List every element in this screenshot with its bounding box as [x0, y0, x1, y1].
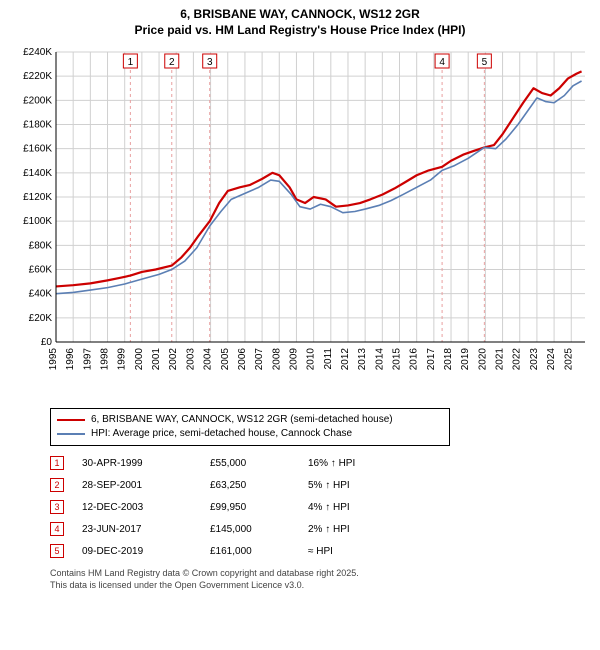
svg-text:2009: 2009 [288, 348, 299, 371]
sale-price: £63,250 [210, 480, 290, 491]
svg-text:2017: 2017 [426, 348, 437, 371]
svg-text:5: 5 [482, 57, 488, 68]
title-block: 6, BRISBANE WAY, CANNOCK, WS12 2GR Price… [10, 6, 590, 38]
svg-text:2015: 2015 [392, 348, 403, 371]
sale-diff: 2% ↑ HPI [308, 524, 398, 535]
svg-text:£20K: £20K [29, 313, 53, 324]
svg-text:2016: 2016 [409, 348, 420, 371]
sale-row: 1 30-APR-1999 £55,000 16% ↑ HPI [50, 452, 590, 474]
sale-date: 30-APR-1999 [82, 458, 192, 469]
svg-text:£200K: £200K [23, 96, 52, 107]
svg-text:1995: 1995 [48, 348, 59, 371]
svg-text:2006: 2006 [237, 348, 248, 371]
sale-price: £99,950 [210, 502, 290, 513]
legend-row: HPI: Average price, semi-detached house,… [57, 427, 443, 441]
sale-diff: 5% ↑ HPI [308, 480, 398, 491]
chart-svg: £0 £20K £40K £60K £80K £100K £120K £140K £160K £1… [10, 42, 590, 402]
sale-row: 3 12-DEC-2003 £99,950 4% ↑ HPI [50, 496, 590, 518]
svg-text:£160K: £160K [23, 144, 52, 155]
sale-marker: 1 [50, 456, 64, 470]
chart: £0 £20K £40K £60K £80K £100K £120K £140K £160K £1… [10, 42, 590, 402]
svg-text:1996: 1996 [65, 348, 76, 371]
sale-marker: 2 [50, 478, 64, 492]
svg-text:2012: 2012 [340, 348, 351, 371]
page-root: 6, BRISBANE WAY, CANNOCK, WS12 2GR Price… [0, 0, 600, 598]
sale-date: 23-JUN-2017 [82, 524, 192, 535]
sale-date: 28-SEP-2001 [82, 480, 192, 491]
sale-row: 2 28-SEP-2001 £63,250 5% ↑ HPI [50, 474, 590, 496]
legend-label: 6, BRISBANE WAY, CANNOCK, WS12 2GR (semi… [91, 413, 393, 427]
svg-text:2: 2 [169, 57, 175, 68]
svg-text:1998: 1998 [100, 348, 111, 371]
svg-text:2011: 2011 [323, 348, 334, 370]
svg-text:2025: 2025 [563, 348, 574, 371]
svg-text:£80K: £80K [29, 241, 53, 252]
svg-text:2007: 2007 [254, 348, 265, 371]
svg-text:2001: 2001 [151, 348, 162, 371]
svg-text:2024: 2024 [546, 348, 557, 371]
legend-swatch [57, 433, 85, 435]
svg-text:2013: 2013 [357, 348, 368, 371]
svg-text:2005: 2005 [220, 348, 231, 371]
legend: 6, BRISBANE WAY, CANNOCK, WS12 2GR (semi… [50, 408, 450, 446]
svg-text:4: 4 [439, 57, 445, 68]
sale-date: 12-DEC-2003 [82, 502, 192, 513]
svg-text:2022: 2022 [512, 348, 523, 371]
svg-text:£0: £0 [41, 337, 53, 348]
sale-marker: 4 [50, 522, 64, 536]
title-line-1: 6, BRISBANE WAY, CANNOCK, WS12 2GR [10, 6, 590, 22]
footnote: Contains HM Land Registry data © Crown c… [50, 568, 590, 591]
sale-row: 5 09-DEC-2019 £161,000 ≈ HPI [50, 540, 590, 562]
title-line-2: Price paid vs. HM Land Registry's House … [10, 22, 590, 38]
svg-text:£140K: £140K [23, 168, 52, 179]
svg-text:1: 1 [128, 57, 134, 68]
footnote-line-1: Contains HM Land Registry data © Crown c… [50, 568, 590, 580]
sale-row: 4 23-JUN-2017 £145,000 2% ↑ HPI [50, 518, 590, 540]
svg-text:3: 3 [207, 57, 213, 68]
svg-text:2014: 2014 [374, 348, 385, 371]
svg-text:£240K: £240K [23, 47, 52, 58]
sale-price: £55,000 [210, 458, 290, 469]
legend-row: 6, BRISBANE WAY, CANNOCK, WS12 2GR (semi… [57, 413, 443, 427]
svg-text:£60K: £60K [29, 265, 53, 276]
sale-diff: 4% ↑ HPI [308, 502, 398, 513]
svg-text:£180K: £180K [23, 120, 52, 131]
legend-swatch [57, 419, 85, 421]
sale-price: £145,000 [210, 524, 290, 535]
svg-text:2023: 2023 [529, 348, 540, 371]
svg-text:2018: 2018 [443, 348, 454, 371]
footnote-line-2: This data is licensed under the Open Gov… [50, 580, 590, 592]
sale-price: £161,000 [210, 546, 290, 557]
sale-date: 09-DEC-2019 [82, 546, 192, 557]
svg-text:2008: 2008 [271, 348, 282, 371]
svg-text:2003: 2003 [185, 348, 196, 371]
svg-text:£120K: £120K [23, 192, 52, 203]
svg-text:2021: 2021 [495, 348, 506, 371]
svg-text:1999: 1999 [117, 348, 128, 371]
svg-text:2010: 2010 [306, 348, 317, 371]
svg-text:2019: 2019 [460, 348, 471, 371]
svg-text:2000: 2000 [134, 348, 145, 371]
svg-text:£220K: £220K [23, 72, 52, 83]
svg-text:2004: 2004 [203, 348, 214, 371]
legend-label: HPI: Average price, semi-detached house,… [91, 427, 352, 441]
svg-text:2020: 2020 [477, 348, 488, 371]
sale-marker: 5 [50, 544, 64, 558]
svg-text:2002: 2002 [168, 348, 179, 371]
sales-table: 1 30-APR-1999 £55,000 16% ↑ HPI 2 28-SEP-2001… [50, 452, 590, 562]
svg-text:£40K: £40K [29, 289, 53, 300]
sale-diff: 16% ↑ HPI [308, 458, 398, 469]
svg-text:1997: 1997 [82, 348, 93, 371]
sale-diff: ≈ HPI [308, 546, 398, 557]
sale-marker: 3 [50, 500, 64, 514]
svg-text:£100K: £100K [23, 217, 52, 228]
